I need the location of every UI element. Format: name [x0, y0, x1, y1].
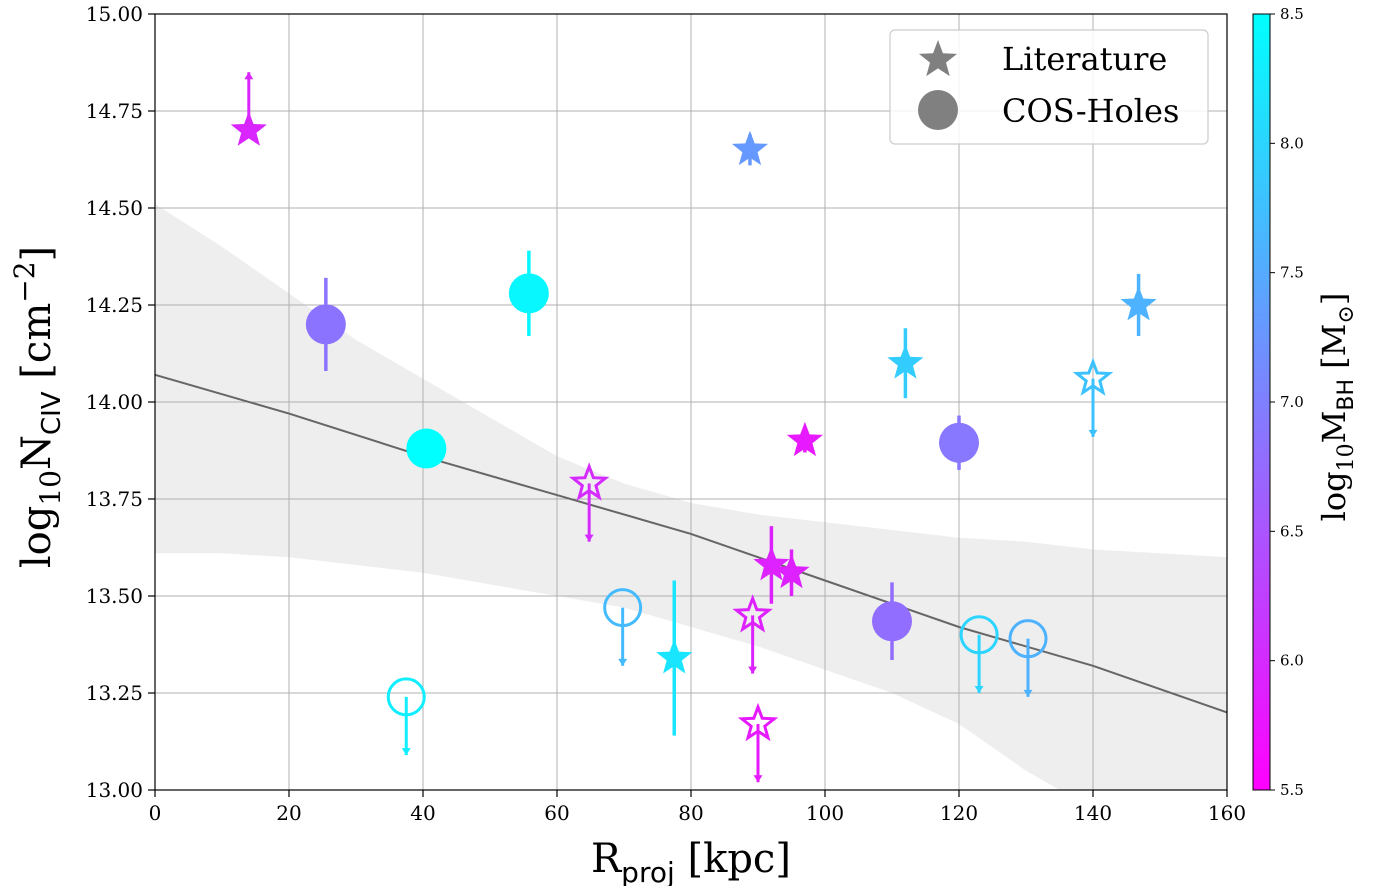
- legend-star-marker: [918, 40, 958, 77]
- literature-marker: [786, 421, 823, 457]
- literature-point: [786, 421, 823, 457]
- legend-label-literature: Literature: [1002, 40, 1167, 78]
- colorbar-tick-label: 5.5: [1280, 781, 1304, 799]
- x-tick-label: 40: [410, 801, 435, 825]
- cos-holes-point: [872, 582, 912, 661]
- literature-marker-open: [1072, 357, 1114, 396]
- cos-holes-marker: [508, 273, 549, 314]
- literature-marker: [230, 111, 267, 146]
- cos-holes-marker-open: [959, 615, 999, 655]
- literature-marker: [773, 553, 810, 589]
- legend-box: [889, 29, 1209, 145]
- colorbar-tick-label: 6.0: [1280, 652, 1304, 670]
- literature-point: [731, 130, 769, 166]
- cos-holes-marker: [939, 422, 979, 463]
- cos-holes-marker-open: [386, 677, 426, 717]
- literature-point: [753, 526, 790, 604]
- x-tick-label: 160: [1208, 801, 1246, 825]
- limit-arrow-head: [618, 658, 628, 666]
- limit-arrow-head: [244, 72, 254, 80]
- x-axis-label: Rproj [kpc]: [591, 836, 791, 886]
- y-tick-label: 13.50: [86, 584, 143, 608]
- cos-holes-marker: [305, 304, 346, 345]
- limit-arrow-head: [753, 775, 763, 783]
- literature-point: [230, 72, 267, 146]
- x-tick-label: 60: [544, 801, 569, 825]
- colorbar-tick-label: 7.5: [1280, 264, 1304, 282]
- fit-line-layer: [154, 373, 1228, 714]
- y-tick-label: 14.00: [86, 390, 143, 414]
- literature-point: [732, 594, 773, 674]
- data-points-layer: [230, 72, 1157, 783]
- axis-ticks-layer: 0 20 40 60 80 100 120 140 160 13.00 13.25 13.50 13.7…: [86, 2, 1246, 825]
- colorbar-tick-label: 6.5: [1280, 522, 1304, 540]
- literature-point: [568, 462, 610, 542]
- literature-point: [773, 549, 810, 596]
- cos-holes-point: [603, 588, 643, 666]
- limit-arrow-head: [974, 686, 984, 693]
- x-tick-label: 0: [149, 801, 162, 825]
- colorbar: [1252, 13, 1271, 791]
- literature-marker-open: [737, 702, 779, 742]
- fit-line: [154, 373, 1228, 714]
- colorbar-tick-label: 7.0: [1280, 393, 1304, 411]
- limit-arrow-head: [1023, 689, 1033, 697]
- cos-holes-marker-open: [1008, 619, 1048, 659]
- literature-point: [1120, 273, 1157, 337]
- x-tick-label: 100: [806, 801, 844, 825]
- literature-point: [737, 702, 779, 783]
- limit-arrow-head: [584, 534, 594, 542]
- literature-point: [887, 328, 924, 399]
- y-tick-label: 13.75: [86, 487, 143, 511]
- cos-holes-point: [386, 677, 426, 756]
- literature-marker: [887, 344, 924, 379]
- cos-holes-point: [305, 277, 346, 371]
- literature-marker: [1120, 286, 1157, 321]
- y-tick-label: 14.50: [86, 196, 143, 220]
- legend-label-cos-holes: COS-Holes: [1002, 92, 1179, 130]
- colorbar-tick-label: 8.5: [1280, 5, 1304, 23]
- cos-holes-point: [959, 615, 999, 693]
- x-tick-label: 140: [1074, 801, 1112, 825]
- cos-holes-point: [1008, 619, 1048, 697]
- cos-holes-marker: [406, 428, 447, 469]
- literature-marker: [753, 545, 790, 581]
- literature-marker: [731, 130, 769, 166]
- colorbar-tick-label: 8.0: [1280, 134, 1304, 152]
- legend-circle-marker: [918, 90, 958, 130]
- colorbar-ticks-layer: 5.5 6.0 6.5 7.0 7.5 8.0 8.5: [1270, 5, 1304, 799]
- x-tick-label: 80: [678, 801, 703, 825]
- cos-holes-point: [939, 415, 979, 470]
- y-tick-label: 13.25: [86, 681, 143, 705]
- cos-holes-point: [508, 250, 549, 337]
- y-tick-label: 13.00: [86, 778, 143, 802]
- literature-point: [656, 580, 693, 736]
- literature-point: [1072, 357, 1114, 437]
- literature-marker-open: [568, 462, 610, 501]
- y-tick-label: 14.75: [86, 99, 143, 123]
- limit-arrow-head: [1088, 429, 1098, 437]
- cos-holes-marker-open: [603, 588, 643, 628]
- y-tick-label: 15.00: [86, 2, 143, 26]
- y-axis-label: log10NCIV [cm−2]: [8, 246, 67, 568]
- y-tick-label: 14.25: [86, 293, 143, 317]
- literature-marker-open: [732, 594, 773, 633]
- literature-marker: [656, 639, 693, 674]
- x-tick-label: 20: [276, 801, 301, 825]
- legend: Literature COS-Holes: [889, 29, 1209, 145]
- cos-holes-point: [406, 428, 447, 469]
- x-tick-label: 120: [940, 801, 978, 825]
- colorbar-label: log10MBH [M⊙]: [1315, 293, 1359, 522]
- limit-arrow-head: [401, 748, 411, 756]
- cos-holes-marker: [872, 601, 912, 642]
- limit-arrow-head: [748, 666, 758, 674]
